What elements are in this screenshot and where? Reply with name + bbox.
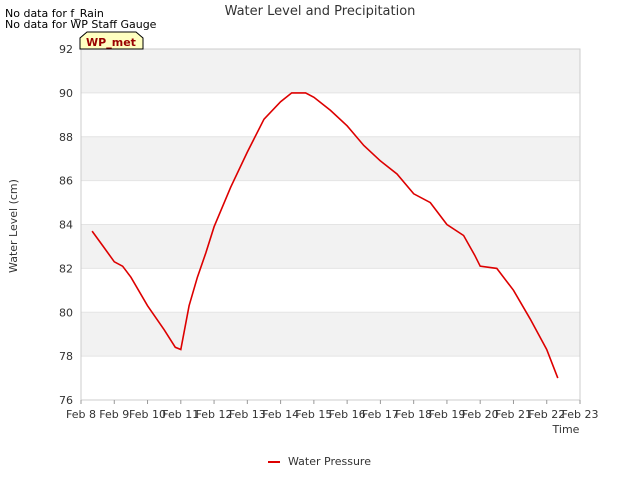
- y-tick-label: 86: [59, 175, 73, 188]
- grid-band: [81, 312, 580, 357]
- y-tick-label: 88: [59, 131, 73, 144]
- legend-label-water-pressure: Water Pressure: [288, 455, 371, 468]
- x-tick-label: Feb 18: [395, 408, 432, 421]
- station-badge-label: WP_met: [86, 36, 136, 49]
- x-tick-label: Feb 21: [495, 408, 532, 421]
- plot-background: [81, 48, 580, 401]
- grid-band: [81, 224, 580, 269]
- x-tick-label: Feb 20: [462, 408, 499, 421]
- y-axis-label: Water Level (cm): [7, 179, 20, 273]
- chart-title: Water Level and Precipitation: [225, 4, 416, 19]
- y-tick-label: 90: [59, 87, 73, 100]
- y-tick-label: 80: [59, 306, 73, 319]
- x-axis-label: Time: [552, 423, 580, 436]
- station-badge-shape: [79, 31, 144, 50]
- x-tick-label: Feb 14: [262, 408, 299, 421]
- x-tick-label: Feb 19: [428, 408, 465, 421]
- legend: Water Pressure: [268, 455, 371, 468]
- y-tick-label: 84: [59, 219, 73, 232]
- y-tick-label: 78: [59, 350, 73, 363]
- no-data-note-staff-gauge: No data for WP Staff Gauge: [5, 18, 157, 31]
- x-tick-label: Feb 9: [99, 408, 129, 421]
- x-tick-label: Feb 16: [329, 408, 366, 421]
- water-pressure-line: [91, 92, 559, 379]
- y-axis: 76 78 80 82 84 86 88 90 92: [59, 43, 73, 407]
- x-tick-label: Feb 10: [129, 408, 166, 421]
- x-tick-label: Feb 22: [528, 408, 565, 421]
- grid-band: [81, 136, 580, 181]
- y-tick-label: 82: [59, 262, 73, 275]
- x-tick-label: Feb 23: [562, 408, 599, 421]
- y-tick-label: 76: [59, 394, 73, 407]
- station-badge: WP_met: [79, 31, 144, 50]
- x-tick-label: Feb 12: [196, 408, 233, 421]
- x-tick-label: Feb 13: [229, 408, 266, 421]
- x-tick-label: Feb 17: [362, 408, 399, 421]
- x-tick-label: Feb 15: [295, 408, 332, 421]
- y-tick-label: 92: [59, 43, 73, 56]
- grid-band: [81, 49, 580, 93]
- no-data-note-rain: No data for f_Rain: [5, 7, 104, 20]
- x-tick-label: Feb 11: [162, 408, 199, 421]
- x-tick-label: Feb 8: [66, 408, 96, 421]
- plot-frame: [80, 48, 581, 401]
